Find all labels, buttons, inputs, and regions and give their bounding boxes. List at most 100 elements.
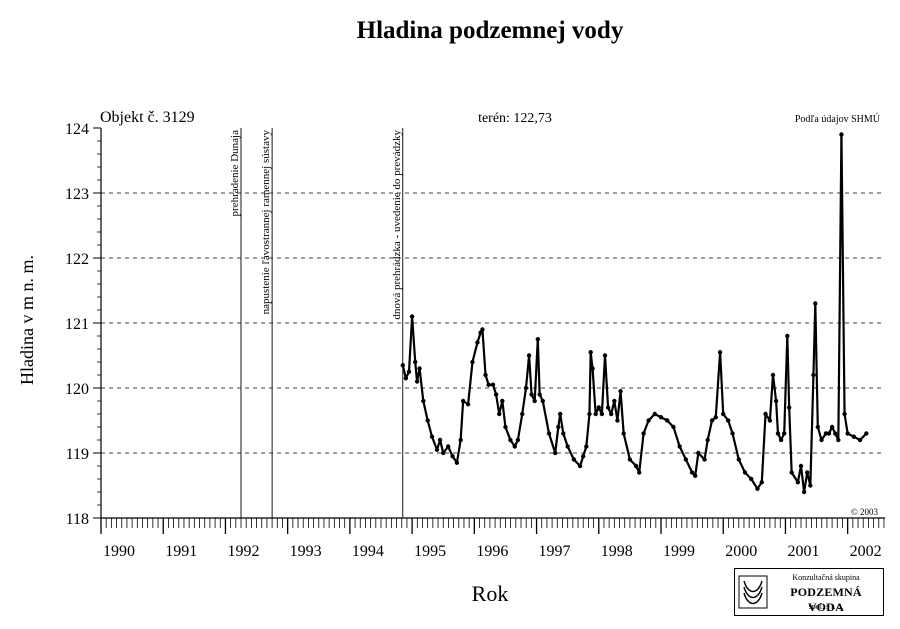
data-point xyxy=(773,398,779,404)
data-point xyxy=(546,431,552,436)
data-point xyxy=(795,480,801,485)
axes: 118 119 120 121 122 123 124 1990 1991 1992 1993 199… xyxy=(65,121,885,560)
x-tick-label: 1998 xyxy=(601,543,633,560)
data-point xyxy=(409,314,415,319)
data-point xyxy=(400,363,405,368)
data-point xyxy=(480,327,485,332)
series-segment xyxy=(731,433,740,460)
series-segment xyxy=(536,339,541,395)
data-point xyxy=(864,431,869,436)
data-point xyxy=(646,418,651,423)
x-tick-label: 1992 xyxy=(227,543,259,560)
series-segment xyxy=(516,413,524,441)
logo-line-3: spol. s r. o. xyxy=(808,602,844,611)
series-segment xyxy=(459,400,465,441)
series-segment xyxy=(622,433,631,460)
data-point xyxy=(584,444,589,449)
data-points xyxy=(400,132,869,495)
series-segment xyxy=(809,374,815,486)
series-segment xyxy=(788,407,793,473)
data-point xyxy=(785,333,790,339)
series-segment xyxy=(422,400,429,421)
data-point xyxy=(801,489,807,495)
data-point xyxy=(798,463,804,469)
data-point xyxy=(763,411,768,417)
data-point xyxy=(736,457,741,462)
data-point xyxy=(454,460,460,465)
series-segment xyxy=(471,342,479,363)
data-point xyxy=(587,411,592,417)
data-point xyxy=(713,415,718,420)
event-label: prehradenie Dunaja xyxy=(229,130,241,217)
data-point xyxy=(497,411,502,417)
x-tick-label: 2001 xyxy=(787,543,819,560)
data-point xyxy=(829,424,835,430)
series-segment xyxy=(786,335,791,408)
y-tick-label: 122 xyxy=(65,251,89,268)
series-segment xyxy=(562,433,569,447)
data-point xyxy=(475,340,480,345)
data-point xyxy=(512,444,517,449)
data-point xyxy=(588,350,593,355)
data-point xyxy=(705,437,710,443)
data-point xyxy=(683,457,689,462)
data-point xyxy=(857,437,863,443)
data-point xyxy=(470,359,475,365)
data-point xyxy=(529,392,534,397)
data-point xyxy=(612,398,617,404)
object-label: Objekt č. 3129 xyxy=(100,109,195,126)
series-segment xyxy=(727,420,734,434)
event-label: dnová prehrádzka - uvedenie do prevádzky xyxy=(391,130,403,320)
data-point xyxy=(417,366,422,371)
data-point xyxy=(702,457,707,462)
series-segment xyxy=(816,426,823,441)
series-segment xyxy=(541,400,551,434)
y-axis-label: Hladina v m n. m. xyxy=(17,255,37,385)
series-segment xyxy=(814,303,819,428)
data-point xyxy=(836,437,841,443)
x-tick-label: 1991 xyxy=(165,543,197,560)
data-point xyxy=(403,376,409,381)
data-point xyxy=(839,132,844,137)
data-point xyxy=(633,463,639,469)
data-point xyxy=(808,483,813,488)
data-point xyxy=(602,353,608,358)
data-point xyxy=(677,444,682,449)
data-point xyxy=(590,366,595,371)
data-point xyxy=(581,454,586,459)
series-segment xyxy=(547,433,557,454)
data-point xyxy=(696,450,701,456)
series-segment xyxy=(678,446,687,460)
data-point xyxy=(532,398,537,404)
data-point xyxy=(425,418,430,423)
data-point xyxy=(789,470,794,475)
data-point xyxy=(434,447,440,452)
series-segment xyxy=(703,439,709,460)
data-point xyxy=(414,379,420,384)
data-point xyxy=(465,402,471,407)
data-point xyxy=(421,398,426,404)
series-segment xyxy=(638,433,645,473)
data-point xyxy=(540,398,545,404)
data-point xyxy=(693,473,698,478)
data-point xyxy=(593,411,598,417)
data-point xyxy=(450,454,455,459)
x-tick-label: 1990 xyxy=(103,543,135,560)
y-tick-label: 123 xyxy=(65,186,89,203)
data-point xyxy=(819,437,824,443)
series-segment xyxy=(467,361,474,405)
data-point xyxy=(813,301,818,306)
data-point xyxy=(429,434,435,439)
data-point xyxy=(637,470,642,475)
data-point xyxy=(571,457,577,462)
data-point xyxy=(413,359,418,365)
data-point xyxy=(577,463,583,469)
data-point xyxy=(615,418,620,423)
data-point xyxy=(805,470,810,475)
x-tick-label: 1999 xyxy=(663,543,695,560)
data-point xyxy=(621,431,626,436)
series-segment xyxy=(554,426,560,454)
series-segment xyxy=(426,420,434,438)
x-tick-label: 2002 xyxy=(850,543,882,560)
